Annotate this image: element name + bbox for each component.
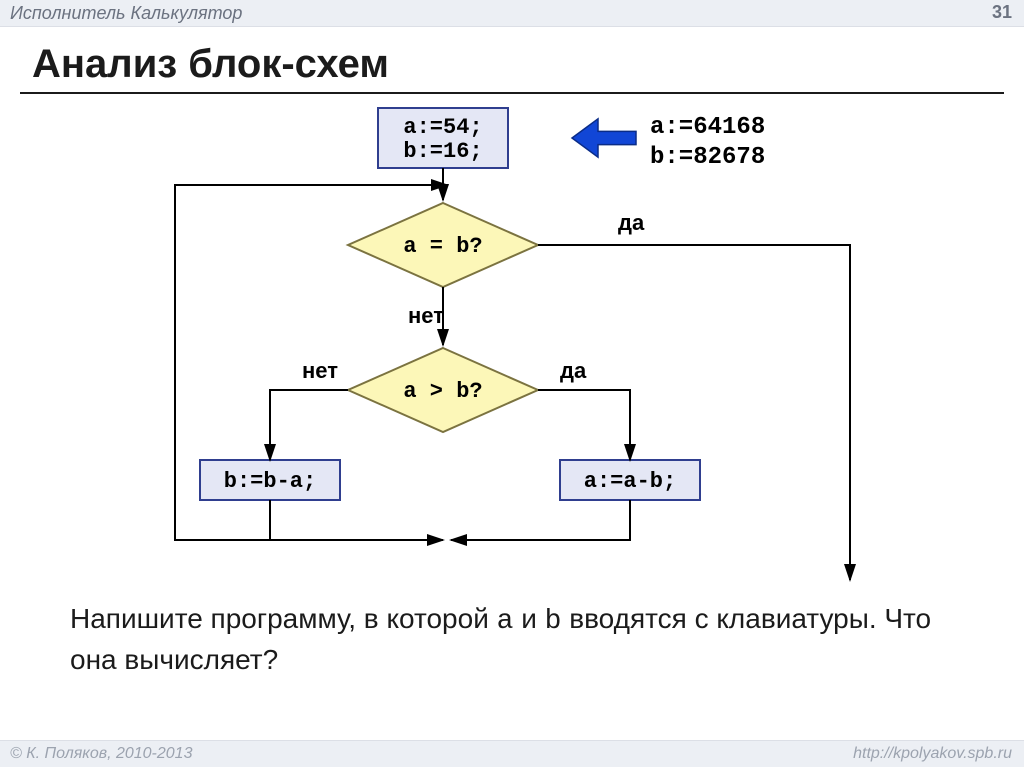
svg-text:a = b?: a = b? xyxy=(403,234,482,259)
question-var-a: a xyxy=(497,606,514,637)
alt-input-values: a:=64168 b:=82678 xyxy=(650,113,765,173)
alt-value-a: a:=64168 xyxy=(650,113,765,143)
svg-text:b:=16;: b:=16; xyxy=(403,139,482,164)
svg-text:да: да xyxy=(618,210,645,235)
svg-text:a > b?: a > b? xyxy=(403,379,482,404)
alt-value-b: b:=82678 xyxy=(650,143,765,173)
svg-text:a:=54;: a:=54; xyxy=(403,115,482,140)
question-text-mid: и xyxy=(513,603,544,634)
svg-text:да: да xyxy=(560,358,587,383)
svg-text:нет: нет xyxy=(302,358,338,383)
footer-url: http://kpolyakov.spb.ru xyxy=(853,745,1012,763)
svg-text:a:=a-b;: a:=a-b; xyxy=(584,469,676,494)
footer-copyright: © К. Поляков, 2010-2013 xyxy=(10,745,192,763)
question-text-pre: Напишите программу, в которой xyxy=(70,603,497,634)
task-question: Напишите программу, в которой a и b ввод… xyxy=(70,600,950,679)
svg-text:b:=b-a;: b:=b-a; xyxy=(224,469,316,494)
svg-text:нет: нет xyxy=(408,303,444,328)
question-var-b: b xyxy=(545,606,562,637)
